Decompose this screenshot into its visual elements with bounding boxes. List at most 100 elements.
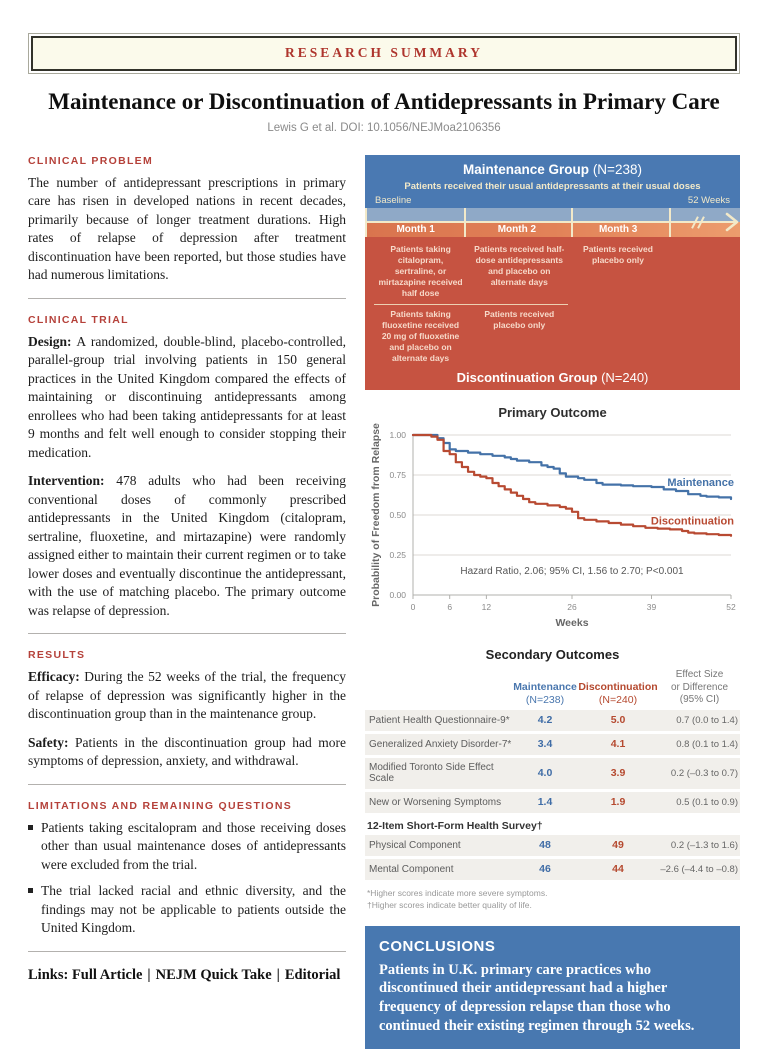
maintenance-value: 1.4 xyxy=(537,796,553,809)
footnote: †Higher scores indicate better quality o… xyxy=(367,900,532,911)
table-subheader: 12-Item Short-Form Health Survey† xyxy=(367,819,543,832)
table-row: Physical Component 48 49 0.2 (–1.3 to 1.… xyxy=(365,834,740,856)
primary-outcome-chart: Primary Outcome 0.00 0.25 0.50 0.75 1.00 0 6 12… xyxy=(365,405,740,634)
secondary-outcomes-table: Secondary Outcomes Maintenance (N=238) Di… xyxy=(365,647,740,911)
trial-design-diagram: Maintenance Group (N=238) Patients recei… xyxy=(365,155,740,391)
limitations-list: Patients taking escitalopram and those r… xyxy=(28,819,346,938)
left-column: CLINICAL PROBLEM The number of antidepre… xyxy=(28,155,346,1049)
limitation-text: The trial lacked racial and ethnic diver… xyxy=(41,883,346,936)
svg-text:0.75: 0.75 xyxy=(389,470,406,480)
research-summary-banner: RESEARCH SUMMARY xyxy=(28,33,740,74)
discontinuation-value: 1.9 xyxy=(610,796,626,809)
svg-text:Hazard Ratio, 2.06; 95% CI, 1.: Hazard Ratio, 2.06; 95% CI, 1.56 to 2.70… xyxy=(460,567,684,578)
diagram-cell: Patients taking citalopram, sertraline, … xyxy=(378,244,463,299)
diagram-cell: Patients received half-dose antidepressa… xyxy=(474,244,565,288)
bullet-icon xyxy=(28,888,33,894)
footnote: *Higher scores indicate more severe symp… xyxy=(367,887,548,898)
table-row: Mental Component 46 44 –2.6 (–4.4 to –0.… xyxy=(365,858,740,880)
end-label: 52 Weeks xyxy=(687,195,730,206)
maintenance-column-header: Maintenance xyxy=(513,680,577,693)
timeline-tick xyxy=(365,208,367,237)
section-divider xyxy=(28,783,346,785)
month-labels: Month 1 Month 2 Month 3 xyxy=(365,222,669,237)
discontinuation-group-panel: Patients taking citalopram, sertraline, … xyxy=(365,237,740,391)
maintenance-group-subtitle: Patients received their usual antidepres… xyxy=(404,181,701,192)
maintenance-value: 46 xyxy=(539,863,551,876)
timeline-tick xyxy=(571,208,574,237)
row-label: Physical Component xyxy=(369,839,461,851)
table-footnotes: *Higher scores indicate more severe symp… xyxy=(365,887,740,912)
month-1-label: Month 1 xyxy=(396,224,435,235)
timeline-line xyxy=(365,221,735,223)
svg-text:0: 0 xyxy=(411,602,416,612)
conclusions-box: CONCLUSIONS Patients in U.K. primary car… xyxy=(365,925,740,1049)
banner-label: RESEARCH SUMMARY xyxy=(285,45,483,60)
section-divider xyxy=(28,633,346,635)
discontinuation-value: 3.9 xyxy=(610,767,626,780)
timeline-band: Month 1 Month 2 Month 3 xyxy=(365,208,740,237)
effect-value: 0.5 (0.1 to 0.9) xyxy=(676,796,738,808)
row-label: Mental Component xyxy=(369,863,454,875)
page-title: Maintenance or Discontinuation of Antide… xyxy=(48,89,720,114)
row-label: Patient Health Questionnaire-9* xyxy=(369,714,510,726)
month-2-label: Month 2 xyxy=(497,224,537,235)
maintenance-value: 4.0 xyxy=(537,767,553,780)
link-full-article[interactable]: Full Article xyxy=(71,966,143,983)
right-column: Maintenance Group (N=238) Patients recei… xyxy=(365,155,740,1049)
efficacy-paragraph: Efficacy: During the 52 weeks of the tri… xyxy=(28,668,346,723)
discontinuation-value: 4.1 xyxy=(610,738,626,751)
safety-text: Patients in the discontinuation group ha… xyxy=(28,734,346,769)
svg-text:Probability of Freedom from Re: Probability of Freedom from Relapse xyxy=(370,423,382,607)
row-label: Generalized Anxiety Disorder-7* xyxy=(369,738,512,750)
svg-text:0.50: 0.50 xyxy=(389,510,406,520)
timeline-tick xyxy=(668,208,671,237)
list-item: Patients taking escitalopram and those r… xyxy=(28,819,346,874)
maintenance-value: 48 xyxy=(539,839,551,852)
table-row: New or Worsening Symptoms 1.4 1.9 0.5 (0… xyxy=(365,791,740,813)
design-label: Design: xyxy=(28,333,72,349)
section-divider xyxy=(28,950,346,952)
intervention-paragraph: Intervention: 478 adults who had been re… xyxy=(28,472,346,620)
svg-text:Maintenance: Maintenance xyxy=(667,477,734,489)
table-row: Modified Toronto Side Effect Scale 4.0 3… xyxy=(365,757,740,789)
effect-value: 0.2 (–1.3 to 1.6) xyxy=(670,839,738,851)
maintenance-group-title: Maintenance Group xyxy=(463,162,590,177)
table-row: Patient Health Questionnaire-9* 4.2 5.0 … xyxy=(365,709,740,731)
effect-value: 0.7 (0.0 to 1.4) xyxy=(676,714,738,726)
effect-value: 0.8 (0.1 to 1.4) xyxy=(676,738,738,750)
table-row: Generalized Anxiety Disorder-7* 3.4 4.1 … xyxy=(365,733,740,755)
link-nejm-quick-take[interactable]: NEJM Quick Take xyxy=(155,966,272,983)
bullet-icon xyxy=(28,824,33,830)
conclusions-heading: CONCLUSIONS xyxy=(379,937,496,955)
intervention-text: 478 adults who had been receiving conven… xyxy=(28,473,346,618)
timeline-arrow-icon xyxy=(725,212,739,232)
links-row: Links: Full Article | NEJM Quick Take | Edit… xyxy=(28,967,346,984)
svg-text:39: 39 xyxy=(647,602,657,612)
efficacy-label: Efficacy: xyxy=(28,669,80,685)
discontinuation-group-n: (N=240) xyxy=(601,370,649,386)
svg-text:52: 52 xyxy=(726,602,736,612)
design-paragraph: Design: A randomized, double-blind, plac… xyxy=(28,333,346,462)
svg-text:0.00: 0.00 xyxy=(389,590,406,600)
link-editorial[interactable]: Editorial xyxy=(284,966,341,983)
table-title: Secondary Outcomes xyxy=(485,647,620,663)
kaplan-meier-plot: 0.00 0.25 0.50 0.75 1.00 0 6 12 26 39 52 Maintenanc… xyxy=(370,423,736,629)
clinical-problem-heading: CLINICAL PROBLEM xyxy=(28,155,154,167)
discontinuation-value: 49 xyxy=(612,839,624,852)
byline: Lewis G et al. DOI: 10.1056/NEJMoa210635… xyxy=(267,122,501,134)
section-divider xyxy=(28,297,346,299)
diagram-cell: Patients received placebo only xyxy=(484,309,555,331)
maintenance-group-panel: Maintenance Group (N=238) Patients recei… xyxy=(365,155,740,208)
effect-value: 0.2 (–0.3 to 0.7) xyxy=(670,767,738,779)
svg-text:6: 6 xyxy=(447,602,452,612)
row-label: New or Worsening Symptoms xyxy=(369,796,502,808)
safety-paragraph: Safety: Patients in the discontinuation … xyxy=(28,734,346,771)
safety-label: Safety: xyxy=(28,734,69,750)
diagram-cell: Patients taking fluoxetine received 20 m… xyxy=(381,309,460,364)
diagram-divider xyxy=(374,304,568,306)
maintenance-column-n: (N=238) xyxy=(525,693,565,706)
discontinuation-column-header: Discontinuation xyxy=(578,680,658,693)
svg-text:1.00: 1.00 xyxy=(389,430,406,440)
links-label: Links: xyxy=(28,966,69,983)
